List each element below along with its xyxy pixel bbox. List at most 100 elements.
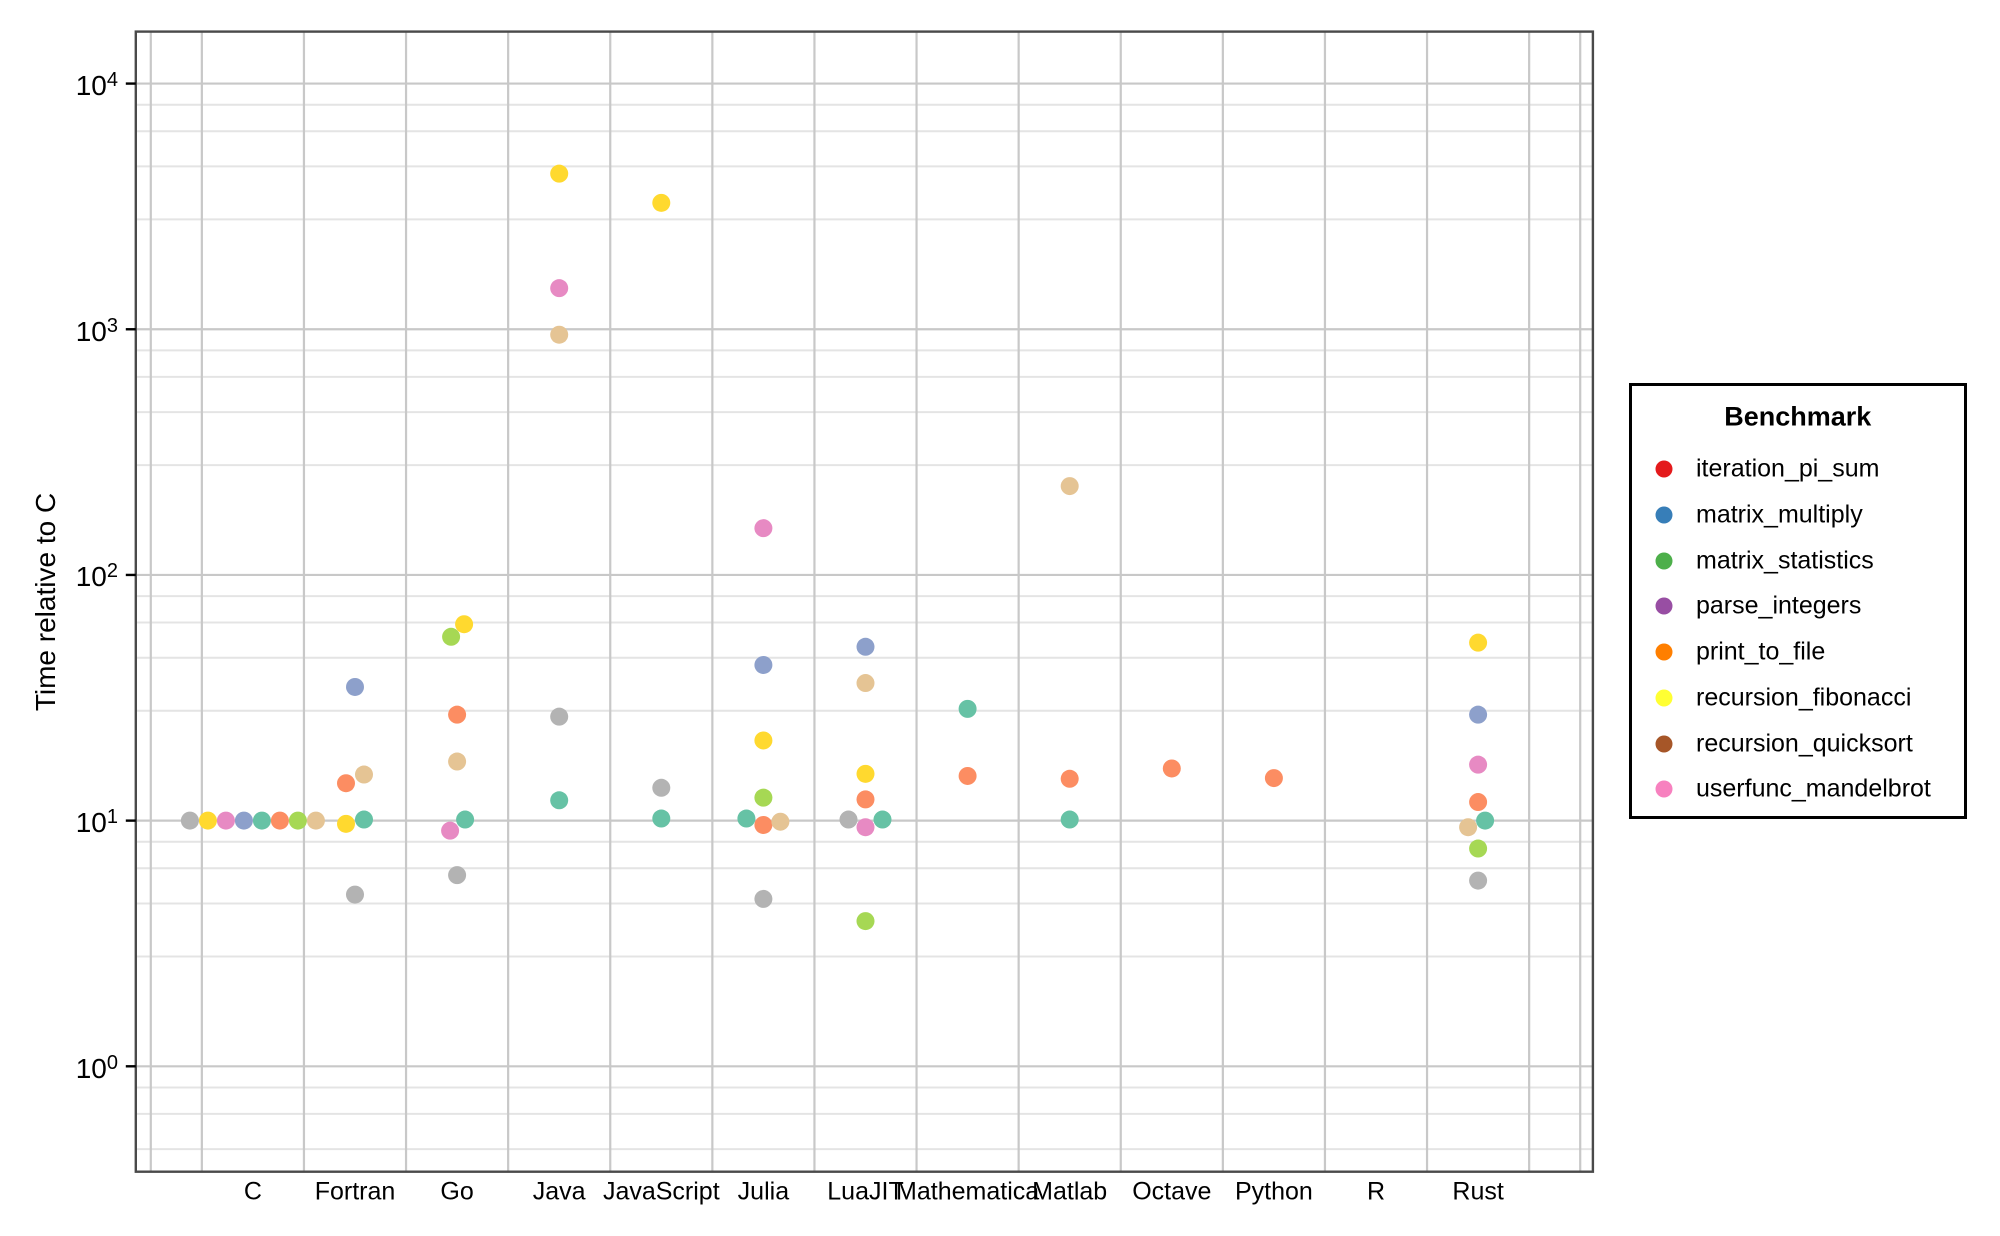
data-point-recursion_quicksort (1459, 818, 1478, 837)
y-tick-label: 101 (75, 806, 118, 839)
data-point-matrix_statistics (234, 811, 253, 830)
legend-swatch-recursion_fibonacci (1655, 689, 1673, 707)
x-tick-label-Matlab: Matlab (1032, 1177, 1108, 1206)
data-point-matrix_multiply (958, 766, 977, 785)
legend-title: Benchmark (1724, 401, 1872, 432)
data-point-parse_integers (216, 811, 235, 830)
legend-label: matrix_statistics (1696, 546, 1874, 575)
data-point-userfunc_mandelbrot (550, 707, 569, 726)
data-point-recursion_fibonacci (550, 164, 569, 183)
data-point-matrix_statistics (856, 637, 875, 656)
data-point-recursion_fibonacci (198, 811, 217, 830)
x-tick-label-Go: Go (440, 1177, 474, 1206)
data-point-recursion_quicksort (771, 812, 790, 831)
data-point-userfunc_mandelbrot (652, 778, 671, 797)
panel-border (134, 30, 1595, 1173)
data-point-parse_integers (1469, 755, 1488, 774)
x-tick-label-Fortran: Fortran (314, 1177, 396, 1206)
legend-label: userfunc_mandelbrot (1696, 774, 1931, 803)
data-point-parse_integers (550, 279, 569, 298)
legend-swatch-userfunc_mandelbrot (1655, 780, 1673, 798)
data-point-print_to_file (856, 912, 875, 931)
data-point-matrix_multiply (1162, 759, 1181, 778)
x-tick-label-LuaJIT: LuaJIT (827, 1177, 904, 1206)
data-point-matrix_multiply (856, 790, 875, 809)
data-point-userfunc_mandelbrot (180, 811, 199, 830)
legend-swatch-iteration_pi_sum (1655, 460, 1673, 478)
data-point-matrix_multiply (1264, 769, 1283, 788)
data-point-matrix_multiply (1469, 793, 1488, 812)
x-tick-label-Java: Java (532, 1177, 586, 1206)
data-point-recursion_quicksort (1060, 477, 1079, 496)
legend-swatch-matrix_statistics (1655, 552, 1673, 570)
x-tick-label-R: R (1366, 1177, 1386, 1206)
data-point-recursion_quicksort (448, 752, 467, 771)
legend: Benchmark iteration_pi_sum matrix_multipl… (1628, 383, 1967, 819)
y-axis-title: Time relative to C (30, 492, 61, 711)
legend-label: recursion_fibonacci (1696, 683, 1912, 712)
legend-swatch-print_to_file (1655, 643, 1673, 661)
legend-swatch-parse_integers (1655, 597, 1673, 615)
legend-label: matrix_multiply (1696, 500, 1863, 529)
legend-label: recursion_quicksort (1696, 729, 1913, 758)
data-point-userfunc_mandelbrot (754, 889, 773, 908)
legend-swatch-matrix_multiply (1655, 506, 1673, 524)
data-point-iteration_pi_sum (652, 809, 671, 828)
data-point-iteration_pi_sum (550, 791, 569, 810)
data-point-recursion_fibonacci (856, 764, 875, 783)
data-point-iteration_pi_sum (873, 810, 892, 829)
data-point-matrix_statistics (754, 655, 773, 674)
x-tick-label-C: C (243, 1177, 262, 1206)
data-point-parse_integers (441, 821, 460, 840)
data-point-print_to_file (754, 788, 773, 807)
data-point-recursion_fibonacci (652, 193, 671, 212)
data-point-recursion_quicksort (550, 325, 569, 344)
data-point-recursion_fibonacci (455, 615, 474, 634)
data-point-matrix_statistics (346, 677, 364, 696)
data-point-matrix_statistics (1469, 705, 1488, 724)
legend-label: print_to_file (1696, 637, 1826, 666)
data-point-parse_integers (856, 818, 875, 837)
data-point-recursion_fibonacci (1469, 633, 1488, 652)
x-tick-label-Julia: Julia (737, 1177, 790, 1206)
y-tick-label: 103 (75, 314, 118, 347)
data-point-userfunc_mandelbrot (346, 885, 364, 904)
y-tick-label: 102 (75, 560, 118, 593)
data-point-print_to_file (288, 811, 307, 830)
data-point-recursion_quicksort (306, 811, 325, 830)
data-point-matrix_multiply (448, 705, 467, 724)
data-point-matrix_multiply (337, 774, 355, 793)
data-point-parse_integers (754, 519, 773, 538)
data-point-iteration_pi_sum (355, 810, 373, 829)
data-point-recursion_fibonacci (754, 731, 773, 750)
data-point-recursion_fibonacci (337, 814, 355, 833)
x-tick-label-Python: Python (1234, 1177, 1313, 1206)
data-point-iteration_pi_sum (456, 810, 475, 829)
x-tick-label-JavaScript: JavaScript (602, 1177, 720, 1206)
data-point-matrix_multiply (754, 815, 773, 834)
data-point-iteration_pi_sum (1476, 811, 1495, 830)
legend-swatch-recursion_quicksort (1655, 735, 1673, 753)
legend-label: parse_integers (1696, 591, 1862, 620)
data-point-recursion_quicksort (856, 674, 875, 693)
data-point-iteration_pi_sum (252, 811, 271, 830)
data-point-userfunc_mandelbrot (448, 866, 467, 885)
x-tick-label-Mathematica: Mathematica (896, 1177, 1040, 1206)
x-tick-label-Octave: Octave (1132, 1177, 1212, 1206)
data-point-userfunc_mandelbrot (839, 810, 858, 829)
data-point-matrix_multiply (1060, 769, 1079, 788)
data-point-recursion_quicksort (355, 765, 373, 784)
data-point-userfunc_mandelbrot (1469, 871, 1488, 890)
y-tick-label: 104 (75, 69, 118, 102)
data-point-iteration_pi_sum (737, 809, 756, 828)
data-point-iteration_pi_sum (1060, 810, 1079, 829)
data-point-print_to_file (442, 627, 461, 646)
legend-label: iteration_pi_sum (1696, 454, 1880, 483)
y-tick-label: 100 (75, 1051, 118, 1084)
x-tick-label-Rust: Rust (1452, 1177, 1504, 1206)
data-point-print_to_file (1469, 839, 1488, 858)
data-point-iteration_pi_sum (958, 699, 977, 718)
data-point-matrix_multiply (270, 811, 289, 830)
